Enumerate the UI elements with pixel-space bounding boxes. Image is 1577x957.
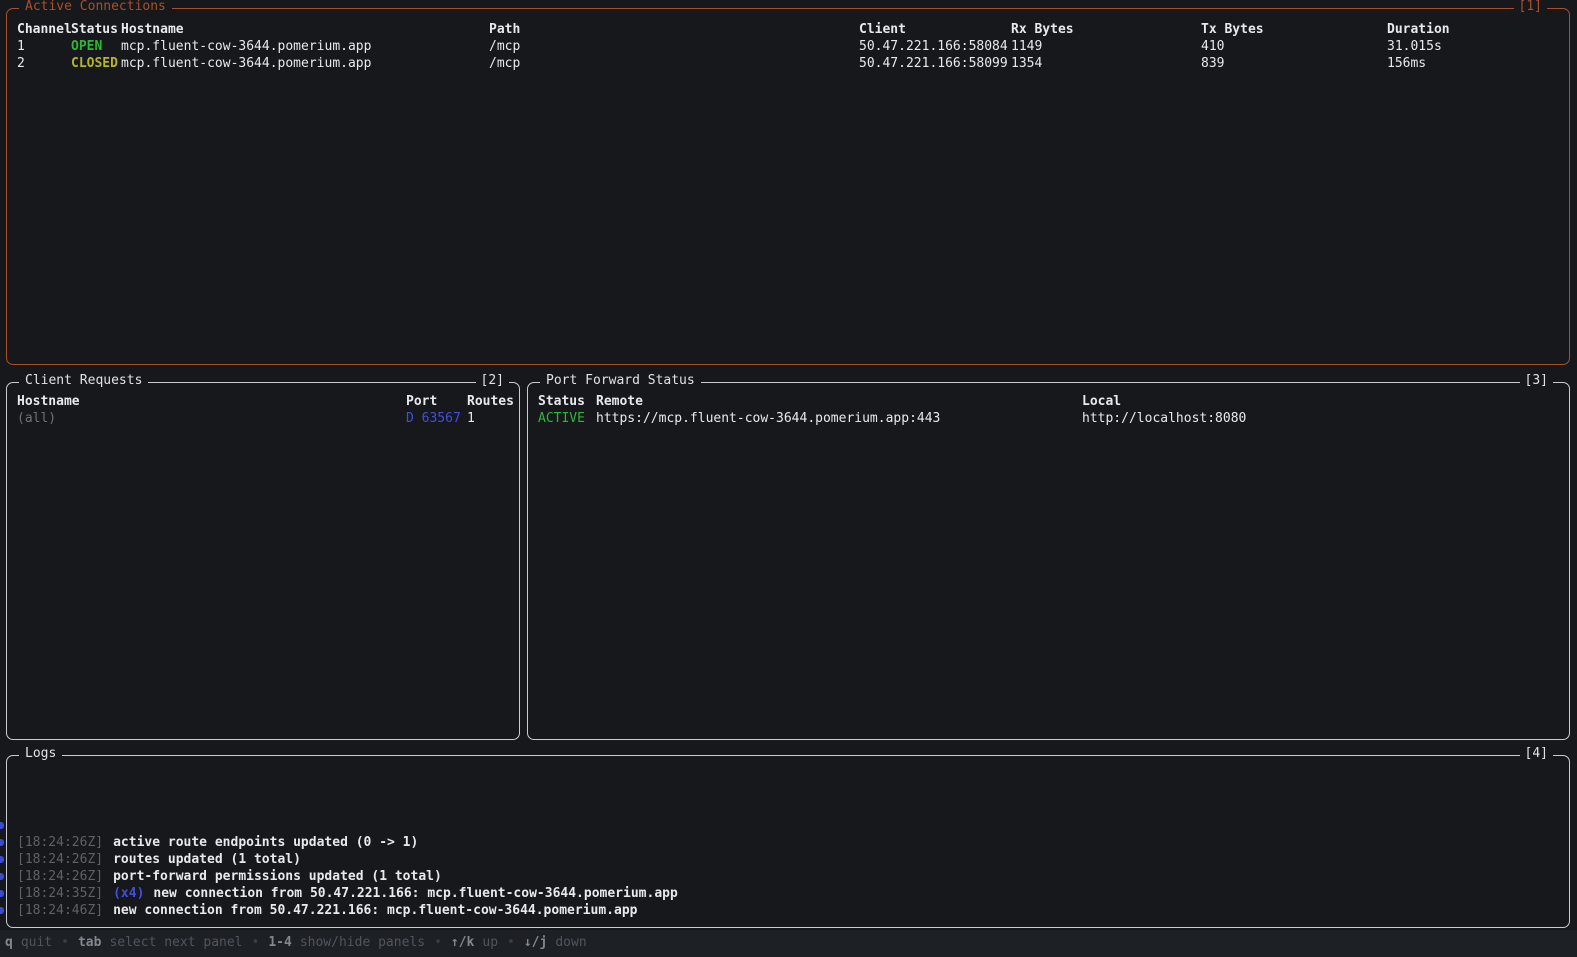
connections-header-row: Channel Status Hostname Path Client Rx B… <box>7 21 1569 38</box>
log-marker-icon <box>0 856 4 863</box>
log-line: [18:24:26Z] routes updated (1 total) <box>17 851 1559 868</box>
connection-rx-bytes: 1149 <box>1011 39 1043 54</box>
log-message: new connection from 50.47.221.166: mcp.f… <box>113 903 638 918</box>
keybind-quit-key: q <box>5 935 13 950</box>
col-header-hostname: Hostname <box>121 22 184 37</box>
keybind-down-desc: down <box>555 935 587 950</box>
connection-status: CLOSED <box>71 56 118 71</box>
connection-client: 50.47.221.166:58084 <box>859 39 1008 54</box>
keybind-panels-key: 1-4 <box>268 935 292 950</box>
log-message: port-forward permissions updated (1 tota… <box>113 869 442 884</box>
log-timestamp: [18:24:26Z] <box>17 869 104 884</box>
log-message: active route endpoints updated (0 -> 1) <box>113 835 419 850</box>
log-line: [18:24:26Z] port-forward permissions upda… <box>17 868 1559 885</box>
port-forward-local: http://localhost:8080 <box>1082 411 1247 426</box>
col-header-remote: Remote <box>596 394 643 409</box>
statusbar-separator: • <box>61 935 69 950</box>
log-line: [18:24:46Z] new connection from 50.47.221… <box>17 902 1559 919</box>
connection-path: /mcp <box>489 39 521 54</box>
panel-number-badge: [3] <box>1519 373 1553 388</box>
col-header-status: Status <box>538 394 585 409</box>
panel-title: Client Requests <box>19 373 149 388</box>
keybind-down-key: ↓/j <box>523 935 548 950</box>
col-header-hostname: Hostname <box>17 394 80 409</box>
port-forward-status: ACTIVE <box>538 411 585 426</box>
connection-hostname: mcp.fluent-cow-3644.pomerium.app <box>121 56 372 71</box>
log-timestamp: [18:24:26Z] <box>17 852 104 867</box>
connection-channel: 1 <box>17 39 25 54</box>
connection-row[interactable]: 2 CLOSED mcp.fluent-cow-3644.pomerium.ap… <box>7 55 1569 72</box>
keybind-up-desc: up <box>482 935 499 950</box>
log-marker-icon <box>0 822 4 829</box>
keybind-tab-desc: select next panel <box>109 935 243 950</box>
statusbar-separator: • <box>251 935 260 950</box>
log-marker-icon <box>0 907 4 914</box>
panel-title: Logs <box>19 746 63 761</box>
panel-client-requests[interactable]: Client Requests [2] Hostname Port Routes… <box>6 373 520 740</box>
connection-path: /mcp <box>489 56 521 71</box>
log-timestamp: [18:24:26Z] <box>17 835 104 850</box>
log-marker-icon <box>0 873 4 880</box>
keybind-quit-desc: quit <box>20 935 53 950</box>
log-marker-icon <box>0 890 4 897</box>
col-header-port: Port <box>406 394 438 409</box>
keybind-panels-desc: show/hide panels <box>299 935 426 950</box>
log-repeat-count: (x4) <box>113 886 145 901</box>
log-line: [18:24:35Z] (x4) new connection from 50.47… <box>17 885 1559 902</box>
port-forward-header-row: Status Remote Local <box>528 393 1569 410</box>
panel-number-badge: [4] <box>1519 746 1553 761</box>
connection-rx-bytes: 1354 <box>1011 56 1043 71</box>
request-row[interactable]: (all) D 63567 1 <box>7 410 519 427</box>
panel-number-badge: [2] <box>475 373 509 388</box>
connection-hostname: mcp.fluent-cow-3644.pomerium.app <box>121 39 372 54</box>
col-header-status: Status <box>71 22 118 37</box>
col-header-client: Client <box>859 22 906 37</box>
connection-status: OPEN <box>71 39 103 54</box>
log-timestamp: [18:24:35Z] <box>17 886 104 901</box>
col-header-rx-bytes: Rx Bytes <box>1011 22 1074 37</box>
col-header-local: Local <box>1082 394 1122 409</box>
log-message: new connection from 50.47.221.166: mcp.f… <box>153 886 678 901</box>
request-routes: 1 <box>467 411 475 426</box>
panel-active-connections[interactable]: Active Connections [1] Channel Status Ho… <box>6 0 1570 365</box>
connection-tx-bytes: 839 <box>1201 56 1225 71</box>
panel-logs[interactable]: Logs [4] [18:24:26Z] active route endpoin… <box>6 746 1570 928</box>
request-hostname: (all) <box>17 411 57 426</box>
log-timestamp: [18:24:46Z] <box>17 903 104 918</box>
panel-title: Active Connections <box>19 0 172 14</box>
connection-client: 50.47.221.166:58099 <box>859 56 1008 71</box>
statusbar-separator: • <box>434 935 442 950</box>
panel-number-badge: [1] <box>1513 0 1547 14</box>
keybind-up-key: ↑/k <box>450 935 475 950</box>
col-header-path: Path <box>489 22 521 37</box>
log-line: [18:24:26Z] active route endpoints update… <box>17 834 1559 851</box>
panel-title: Port Forward Status <box>540 373 701 388</box>
statusbar-separator: • <box>507 935 515 950</box>
log-message: routes updated (1 total) <box>113 852 301 867</box>
connection-duration: 31.015s <box>1387 39 1442 54</box>
requests-header-row: Hostname Port Routes <box>7 393 519 410</box>
connection-row[interactable]: 1 OPEN mcp.fluent-cow-3644.pomerium.app … <box>7 38 1569 55</box>
status-bar: q quit • tab select next panel • 1-4 show/hide … <box>0 930 1577 957</box>
panel-port-forward-status[interactable]: Port Forward Status [3] Status Remote Lo… <box>527 373 1570 740</box>
port-forward-remote: https://mcp.fluent-cow-3644.pomerium.app… <box>596 411 941 426</box>
request-port: D 63567 <box>406 411 461 426</box>
connection-tx-bytes: 410 <box>1201 39 1225 54</box>
connection-channel: 2 <box>17 56 25 71</box>
connection-duration: 156ms <box>1387 56 1427 71</box>
col-header-routes: Routes <box>467 394 514 409</box>
keybind-tab-key: tab <box>77 935 102 950</box>
port-forward-row[interactable]: ACTIVE https://mcp.fluent-cow-3644.pomer… <box>528 410 1569 427</box>
col-header-tx-bytes: Tx Bytes <box>1201 22 1264 37</box>
col-header-duration: Duration <box>1387 22 1450 37</box>
col-header-channel: Channel <box>17 22 72 37</box>
log-marker-icon <box>0 839 4 846</box>
